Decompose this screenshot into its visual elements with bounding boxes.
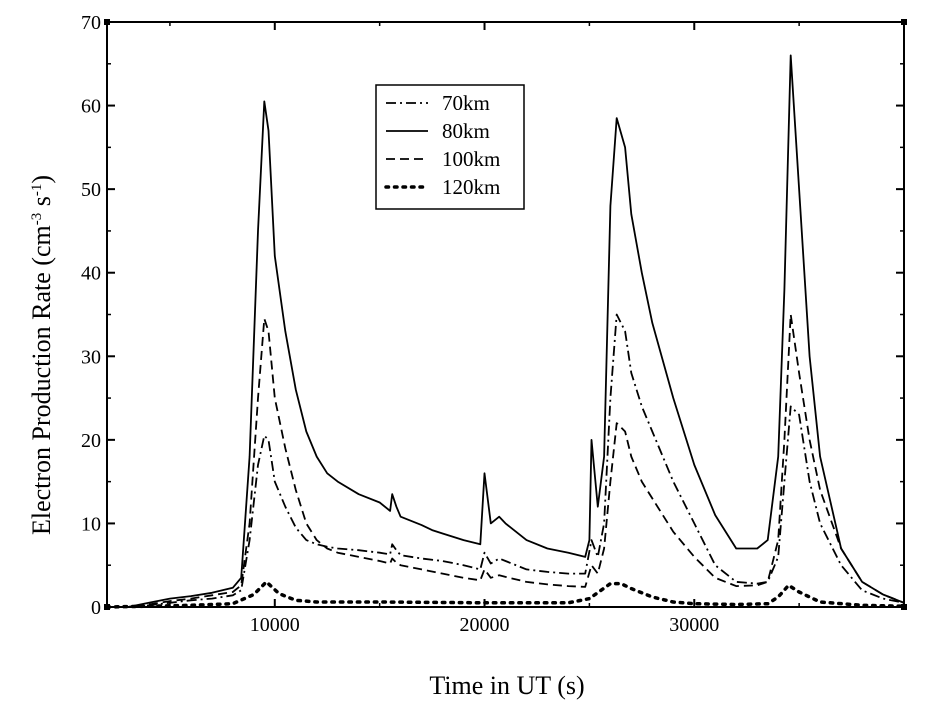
legend-label: 80km <box>442 119 490 143</box>
y-tick-label: 30 <box>81 346 101 368</box>
y-axis-title-mid: s <box>27 196 56 213</box>
x-axis: 10000 20000 30000 <box>169 22 800 636</box>
y-tick-label: 40 <box>81 263 101 285</box>
y-axis-title: Electron Production Rate (cm-3 s-1) <box>27 175 56 535</box>
y-tick-label: 50 <box>81 179 101 201</box>
y-tick-label: 0 <box>91 597 101 619</box>
x-axis-title: Time in UT (s) <box>429 671 584 700</box>
legend: 70km 80km 100km 120km <box>375 84 525 210</box>
x-tick-label: 30000 <box>669 614 719 636</box>
series-line-120km <box>105 580 906 609</box>
x-tick-label: 20000 <box>460 614 510 636</box>
legend-label: 100km <box>442 147 500 171</box>
series-layer <box>105 54 906 609</box>
y-axis-title-sup2: -1 <box>29 184 45 197</box>
legend-label: 70km <box>442 91 490 115</box>
legend-label: 120km <box>442 175 500 199</box>
y-axis-title-sup1: -3 <box>29 213 45 226</box>
y-tick-label: 70 <box>81 12 101 34</box>
y-tick-label: 20 <box>81 430 101 452</box>
y-tick-label: 10 <box>81 513 101 535</box>
x-tick-label: 10000 <box>250 614 300 636</box>
y-axis: 0 10 20 30 40 50 60 70 <box>81 12 904 619</box>
series-line-70km <box>107 313 905 608</box>
series-line-100km <box>107 313 905 608</box>
y-tick-label: 60 <box>81 96 101 118</box>
y-axis-title-main: Electron Production Rate (cm <box>27 225 56 535</box>
series-line-80km <box>107 54 905 608</box>
y-axis-title-end: ) <box>27 175 56 184</box>
legend-box <box>375 84 525 210</box>
